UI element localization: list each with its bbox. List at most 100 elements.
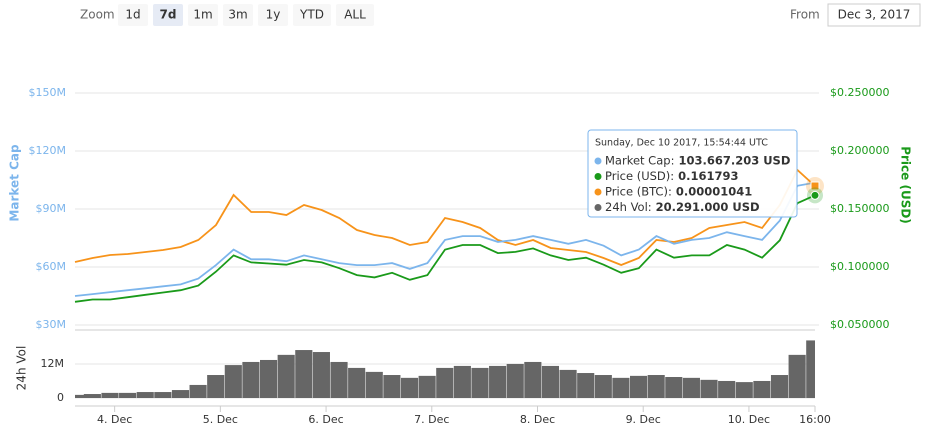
volume-bar	[154, 392, 172, 398]
volume-bar	[189, 384, 207, 398]
zoom-button[interactable]	[188, 4, 218, 26]
volume-bar	[594, 375, 612, 398]
x-tick-label: 9. Dec	[626, 413, 661, 426]
zoom-button-label[interactable]: YTD	[299, 8, 324, 22]
hover-marker	[810, 181, 820, 191]
series-line	[74, 168, 816, 266]
volume-bar	[383, 375, 401, 398]
tooltip-label: Market Cap:	[605, 154, 674, 168]
x-tick-label: 4. Dec	[97, 413, 132, 426]
from-input[interactable]	[827, 3, 921, 27]
from-value[interactable]: Dec 3, 2017	[838, 8, 911, 22]
volume-bar	[242, 361, 260, 398]
tooltip-label: Price (BTC):	[605, 185, 672, 199]
volume-bar	[770, 375, 789, 398]
zoom-button[interactable]	[223, 4, 253, 26]
x-tick-label: 7. Dec	[414, 413, 449, 426]
volume-bar	[418, 375, 436, 398]
tooltip-date: Sunday, Dec 10 2017, 15:54:44 UTC	[595, 138, 768, 149]
volume-bar	[753, 380, 771, 398]
tooltip-value: 20.291.000 USD	[656, 200, 760, 214]
volume-bar	[559, 369, 577, 398]
volume-bar	[295, 350, 313, 398]
series-line	[74, 181, 816, 297]
x-tick-label: 10. Dec	[728, 413, 770, 426]
volume-bar	[260, 359, 278, 398]
volume-bar	[277, 354, 295, 398]
volume-bar	[171, 390, 190, 398]
y-tick-label: $60M	[36, 260, 67, 273]
volume-bar	[75, 394, 93, 398]
tooltip-bullet	[594, 173, 602, 180]
vol-tick-label: 0	[57, 391, 64, 404]
volume-bar	[312, 352, 330, 398]
volume-bar	[788, 354, 806, 398]
volume-bar	[612, 377, 630, 398]
vol-tick-label: 12M	[41, 357, 65, 370]
y-axis-title: Market Cap	[8, 144, 22, 222]
from-label: From	[790, 8, 820, 22]
volume-bar	[83, 394, 101, 398]
y-tick-label: $120M	[29, 144, 67, 157]
y2-axis-title: Price (USD)	[899, 146, 913, 224]
y2-tick-label: $0.100000	[830, 260, 890, 273]
tooltip-label: Price (USD):	[605, 169, 674, 183]
volume-bar	[647, 375, 665, 398]
volume-bar	[365, 371, 383, 398]
volume-bar	[119, 392, 137, 398]
zoom-button[interactable]	[336, 4, 374, 26]
x-tick-label: 6. Dec	[308, 413, 343, 426]
hover-marker	[810, 190, 820, 200]
volume-bar	[453, 365, 471, 398]
volume-bar	[665, 377, 683, 398]
volume-bar	[436, 367, 454, 398]
volume-bar	[541, 365, 560, 398]
zoom-button-label[interactable]: 1m	[193, 8, 212, 22]
zoom-button-label[interactable]: 1y	[266, 8, 281, 22]
y2-tick-label: $0.200000	[830, 144, 890, 157]
tooltip-value: 0.161793	[678, 169, 738, 183]
tooltip-bullet	[594, 188, 602, 196]
volume-bar	[101, 392, 119, 398]
x-tick-label: 5. Dec	[203, 413, 238, 426]
y2-tick-label: $0.250000	[830, 86, 890, 99]
volume-bar	[400, 377, 419, 398]
zoom-button-label[interactable]: ALL	[344, 8, 366, 22]
zoom-button[interactable]	[258, 4, 288, 26]
volume-bar	[682, 377, 700, 398]
zoom-button[interactable]	[118, 4, 148, 26]
tooltip-label: 24h Vol:	[605, 200, 652, 214]
volume-bar	[224, 365, 242, 398]
tooltip-box	[587, 129, 798, 218]
tooltip-bullet	[594, 157, 602, 165]
volume-bar	[207, 375, 225, 398]
zoom-button-label[interactable]: 1d	[125, 8, 140, 22]
volume-bar	[136, 392, 154, 398]
volume-bar	[700, 379, 718, 398]
volume-bar	[348, 367, 366, 398]
zoom-button-label[interactable]: 3m	[228, 8, 247, 22]
y-tick-label: $30M	[36, 318, 67, 331]
y2-tick-label: $0.150000	[830, 202, 890, 215]
zoom-button[interactable]	[153, 4, 183, 26]
volume-bar	[471, 367, 489, 398]
volume-bar	[524, 361, 542, 398]
y-tick-label: $90M	[36, 202, 67, 215]
volume-bar	[577, 373, 595, 398]
volume-bar	[806, 340, 815, 398]
tooltip-value: 0.00001041	[676, 185, 752, 199]
zoom-label: Zoom	[80, 8, 115, 22]
y2-tick-label: $0.050000	[830, 318, 890, 331]
vol-axis-title: 24h Vol	[15, 346, 29, 391]
zoom-button[interactable]	[293, 4, 331, 26]
volume-bar	[630, 375, 648, 398]
volume-bar	[489, 365, 507, 398]
series-line	[74, 194, 816, 303]
x-tick-label: 16:00	[799, 413, 831, 426]
zoom-button-label[interactable]: 7d	[160, 8, 177, 22]
volume-bar	[506, 363, 524, 398]
volume-bar	[718, 380, 736, 398]
y-tick-label: $150M	[29, 86, 67, 99]
volume-bar	[330, 361, 348, 398]
